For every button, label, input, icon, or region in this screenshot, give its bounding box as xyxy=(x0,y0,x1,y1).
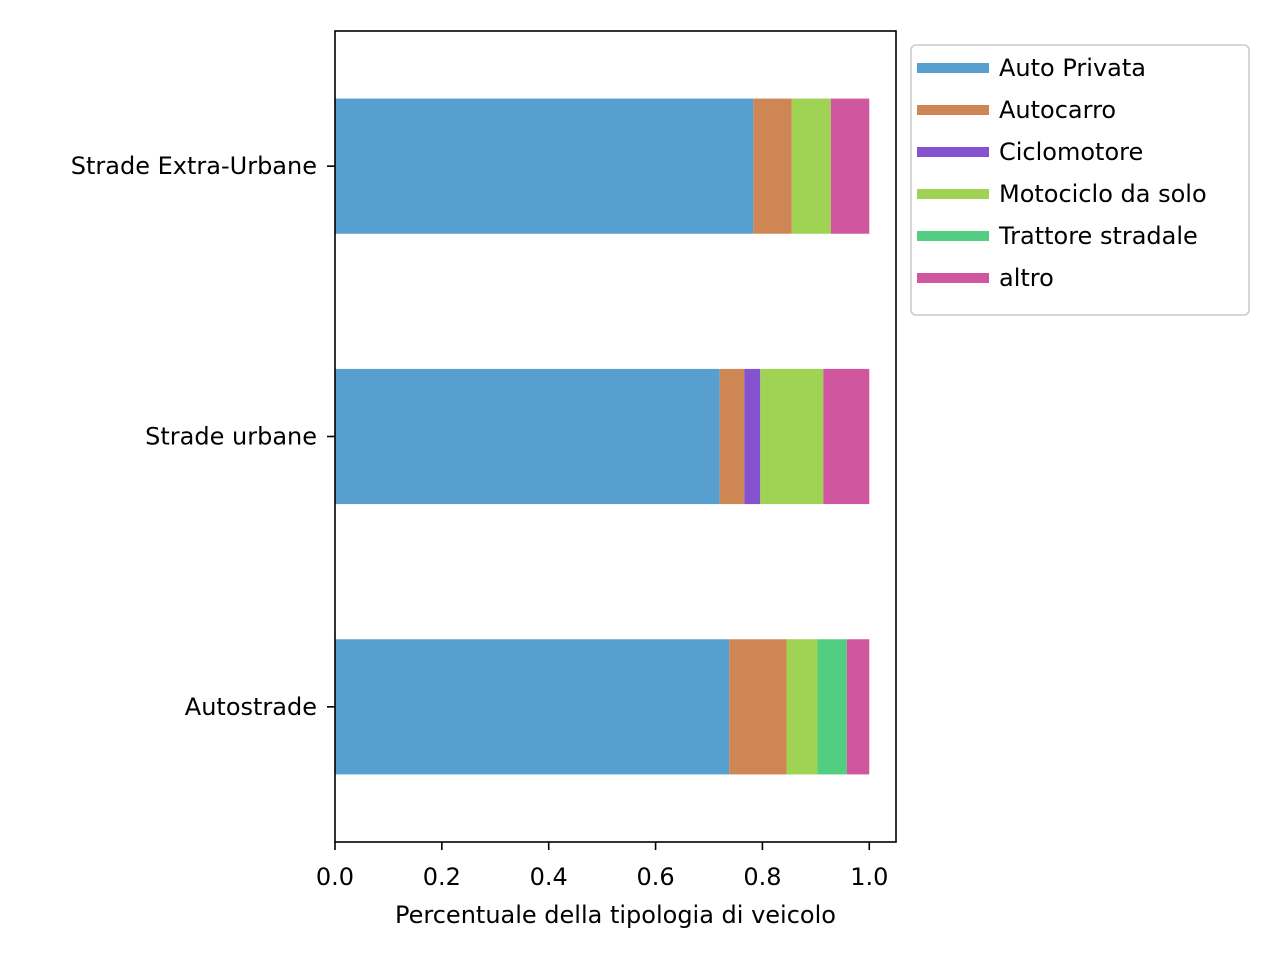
y-tick-label: Strade urbane xyxy=(145,423,317,451)
legend-label-ciclomotore: Ciclomotore xyxy=(999,138,1143,166)
x-tick-label: 0.2 xyxy=(423,863,461,891)
legend: Auto Privata Autocarro Ciclomotore Motocicl… xyxy=(910,44,1250,316)
legend-label-motociclo-da-solo: Motociclo da solo xyxy=(999,180,1207,208)
legend-swatch-altro xyxy=(917,273,989,283)
bar-autostrade-trattore-stradale xyxy=(817,639,847,775)
y-tick-label: Strade Extra-Urbane xyxy=(71,152,317,180)
y-axis: Strade Extra-Urbane Strade urbane Autostra… xyxy=(71,152,335,721)
x-tick-label: 1.0 xyxy=(850,863,888,891)
bar-strade-urbane-autocarro xyxy=(719,368,745,505)
bars-group xyxy=(335,98,870,775)
legend-label-altro: altro xyxy=(999,264,1054,292)
legend-label-auto-privata: Auto Privata xyxy=(999,54,1146,82)
x-tick-label: 0.6 xyxy=(636,863,674,891)
x-tick-label: 0.8 xyxy=(743,863,781,891)
bar-strade-urbane-ciclomotore xyxy=(744,368,761,505)
x-axis-label: Percentuale della tipologia di veicolo xyxy=(395,901,836,929)
bar-strade-urbane-altro xyxy=(823,368,870,505)
bar-autostrade-autocarro xyxy=(729,639,787,775)
bar-strade-urbane-auto-privata xyxy=(335,368,720,505)
bar-strade-urbane-motociclo-da-solo xyxy=(760,368,824,505)
legend-swatch-autocarro xyxy=(917,105,989,115)
bar-strade-extra-urbane-altro xyxy=(830,98,870,234)
x-tick-label: 0.4 xyxy=(530,863,568,891)
legend-swatch-motociclo-da-solo xyxy=(917,189,989,199)
bar-strade-extra-urbane-motociclo-da-solo xyxy=(791,98,831,234)
y-tick-label: Autostrade xyxy=(185,693,317,721)
bar-autostrade-motociclo-da-solo xyxy=(786,639,818,775)
legend-label-trattore-stradale: Trattore stradale xyxy=(998,222,1198,250)
x-axis: 0.0 0.2 0.4 0.6 0.8 1.0 xyxy=(316,842,888,891)
legend-label-autocarro: Autocarro xyxy=(999,96,1116,124)
bar-autostrade-altro xyxy=(846,639,870,775)
bar-autostrade-auto-privata xyxy=(335,639,730,775)
x-tick-label: 0.0 xyxy=(316,863,354,891)
legend-frame xyxy=(910,44,1250,316)
legend-swatch-auto-privata xyxy=(917,63,989,73)
bar-strade-extra-urbane-autocarro xyxy=(753,98,792,234)
legend-swatch-ciclomotore xyxy=(917,147,989,157)
bar-strade-extra-urbane-auto-privata xyxy=(335,98,754,234)
legend-swatch-trattore-stradale xyxy=(917,231,989,241)
